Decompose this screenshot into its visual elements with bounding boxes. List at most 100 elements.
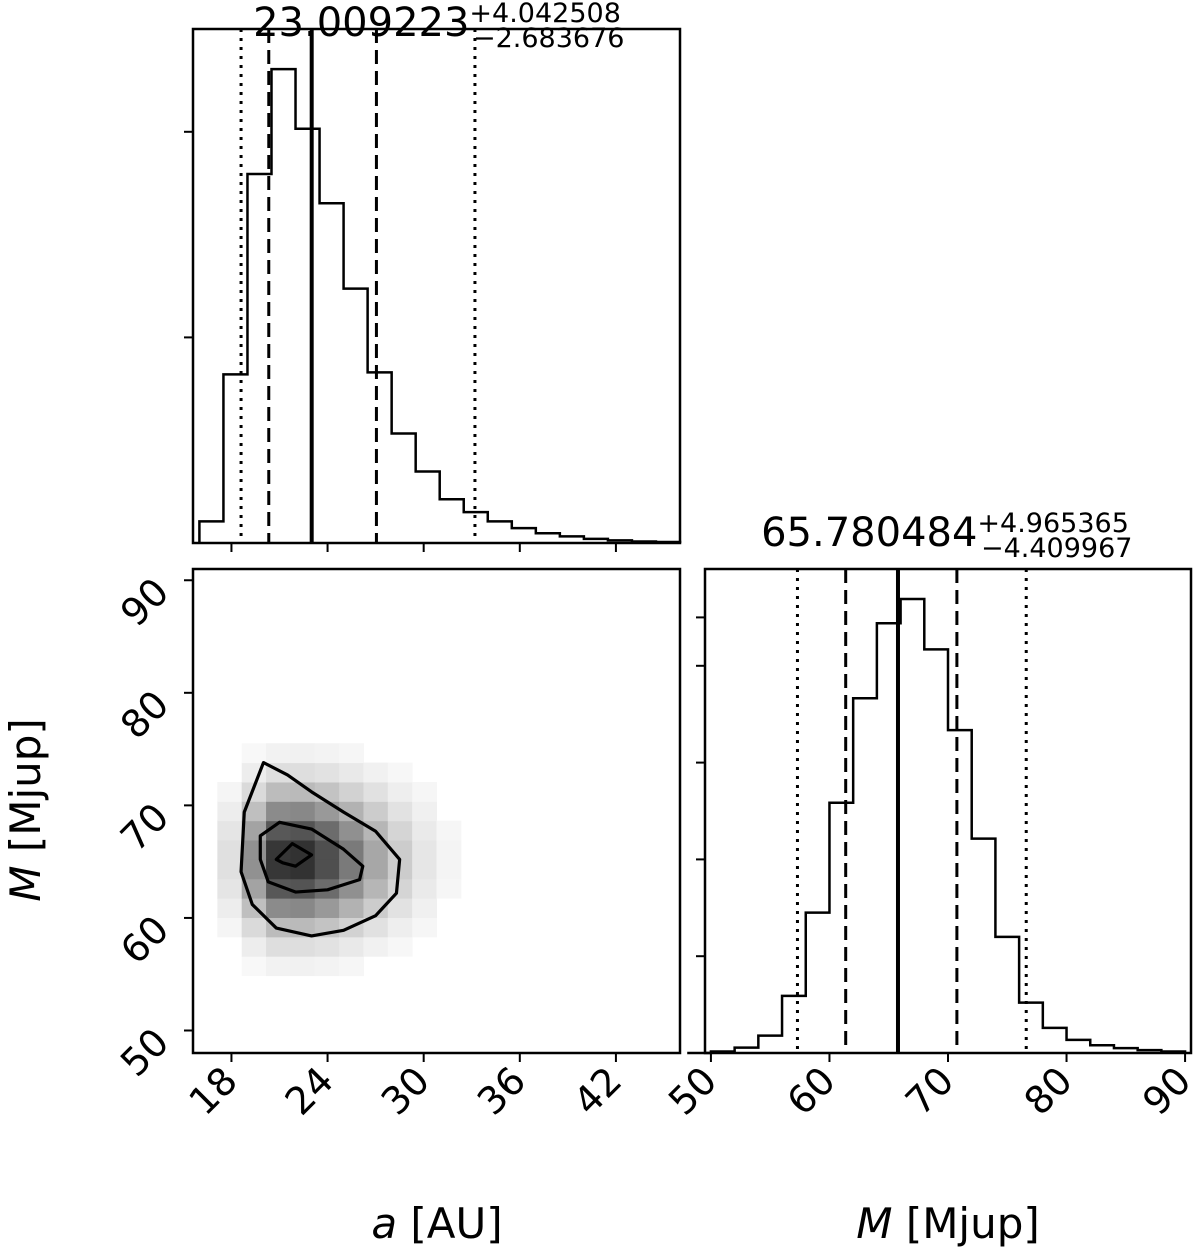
density-cell xyxy=(290,781,316,802)
panel-frame-joint xyxy=(191,567,682,1055)
density-cell xyxy=(339,840,364,860)
density-cell xyxy=(314,936,340,957)
density-cell xyxy=(314,956,340,977)
x-axis-label-m-space xyxy=(892,1199,905,1248)
density-cell xyxy=(266,743,291,764)
histogram-steps-a xyxy=(198,67,682,544)
density-cell xyxy=(241,936,267,957)
title-a-err-minus: −2.683676 xyxy=(473,23,624,54)
density-cell xyxy=(412,820,437,841)
density-cell xyxy=(387,762,413,783)
density-cell xyxy=(339,762,364,783)
density-cell xyxy=(241,781,267,802)
density-cell xyxy=(339,859,364,880)
density-cell xyxy=(412,878,437,899)
x-axis-label-m-var: M xyxy=(856,1199,892,1248)
density-cell xyxy=(266,956,291,977)
density-cell xyxy=(339,743,364,764)
density-cell xyxy=(412,801,437,822)
density-cell xyxy=(363,840,389,860)
density-cell xyxy=(266,781,291,802)
density-cell xyxy=(266,840,291,860)
title-m-err-minus: −4.409967 xyxy=(981,533,1132,564)
density-cell xyxy=(241,840,267,860)
density-cell xyxy=(241,917,267,938)
density-cell xyxy=(363,801,389,822)
x-axis-label-a-unit: [AU] xyxy=(410,1199,502,1248)
density-cell xyxy=(217,917,243,938)
density-cell xyxy=(241,820,267,841)
density-cell xyxy=(217,898,243,918)
title-m-value: 65.780484 xyxy=(761,510,977,556)
title-m-err-plus: +4.965365 xyxy=(977,508,1128,539)
panel-frame-a xyxy=(191,27,682,545)
density-cell xyxy=(363,936,389,957)
density-cell xyxy=(436,840,462,860)
density-cell xyxy=(387,820,413,841)
y-axis-label-m-space xyxy=(1,852,50,865)
density-cell xyxy=(290,801,316,822)
contour-inner xyxy=(274,842,314,868)
density-cell xyxy=(339,936,364,957)
x-axis-label-a-space xyxy=(397,1199,410,1248)
title-a: 23.009223+4.042508 xyxy=(253,0,621,46)
title-a-value: 23.009223 xyxy=(253,0,469,46)
density-cell xyxy=(412,917,437,938)
density-cell xyxy=(363,878,389,899)
density-cell xyxy=(314,781,340,802)
density-cell xyxy=(363,917,389,938)
density-cell xyxy=(363,898,389,918)
density-cell xyxy=(412,859,437,880)
density-cell xyxy=(266,898,291,918)
density-cell xyxy=(436,859,462,880)
density-cell xyxy=(290,762,316,783)
density-cell xyxy=(314,898,340,918)
density-cell xyxy=(387,917,413,938)
density-cell xyxy=(387,801,413,822)
title-m: 65.780484+4.965365 xyxy=(761,508,1129,556)
density-cell xyxy=(387,781,413,802)
density-cell xyxy=(387,898,413,918)
density-cell xyxy=(387,936,413,957)
density-cell xyxy=(339,801,364,822)
density-cell xyxy=(217,859,243,880)
x-axis-label-m-unit: [Mjup] xyxy=(906,1199,1040,1248)
density-cell xyxy=(266,801,291,822)
x-axis-label-a: a [AU] xyxy=(371,1199,502,1248)
density-cell xyxy=(339,898,364,918)
density-cell xyxy=(290,898,316,918)
density-cell xyxy=(339,820,364,841)
density-cell xyxy=(290,878,316,899)
density-cell xyxy=(290,743,316,764)
density-cell xyxy=(314,840,340,860)
x-axis-label-m: M [Mjup] xyxy=(856,1199,1040,1248)
density-cell xyxy=(241,956,267,977)
histogram-steps-m xyxy=(687,597,1187,1055)
density-cell xyxy=(217,820,243,841)
density-cell xyxy=(314,762,340,783)
density-cell xyxy=(363,762,389,783)
density-cell xyxy=(314,859,340,880)
density-cell xyxy=(436,820,462,841)
y-axis-label-m-unit: [Mjup] xyxy=(1,718,50,852)
contour-middle xyxy=(258,820,365,894)
density-cell xyxy=(217,840,243,860)
density-cell xyxy=(339,781,364,802)
density-cell xyxy=(217,781,243,802)
density-cell xyxy=(363,859,389,880)
density-cell xyxy=(241,743,267,764)
y-axis-label-m: M [Mjup] xyxy=(1,718,50,902)
density-cell xyxy=(387,878,413,899)
x-axis-label-a-var: a xyxy=(371,1199,397,1248)
title-a-err-plus: +4.042508 xyxy=(469,0,620,29)
density-cell xyxy=(412,781,437,802)
density-cell xyxy=(412,840,437,860)
histogram-panel-a: 23.009223+4.042508 −2.683676 xyxy=(184,0,682,552)
density-cell xyxy=(314,743,340,764)
density-cell xyxy=(339,956,364,977)
density-cell xyxy=(241,859,267,880)
density-cell xyxy=(412,898,437,918)
y-axis-label-m-var: M xyxy=(1,866,50,902)
density-cell xyxy=(217,801,243,822)
